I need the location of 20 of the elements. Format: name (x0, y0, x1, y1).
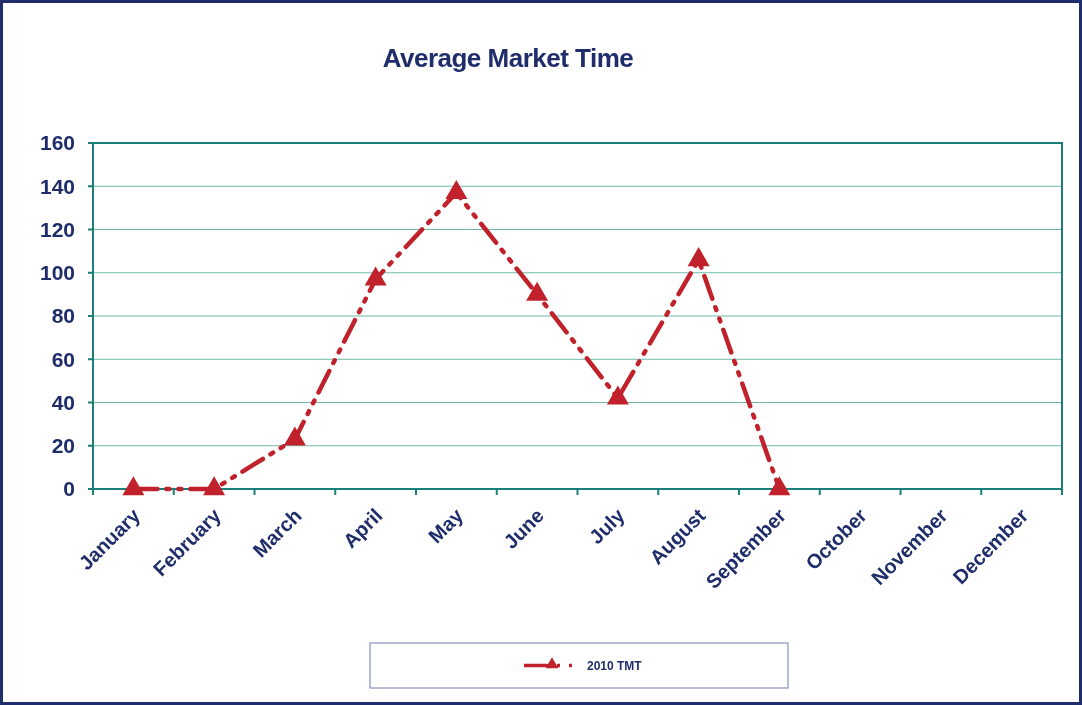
point (687, 247, 710, 267)
point (768, 476, 791, 496)
y-tick-label: 100 (39, 261, 75, 285)
y-tick-label: 160 (39, 131, 75, 155)
point (283, 426, 306, 446)
point (445, 180, 468, 200)
point (606, 385, 629, 405)
y-tick-label: 120 (39, 217, 75, 241)
point (364, 266, 387, 286)
y-tick-label: 80 (51, 304, 75, 328)
chart-title: Average Market Time (382, 43, 634, 73)
legend-label: 2010 TMT (587, 658, 643, 673)
point (203, 476, 226, 496)
y-tick-label: 40 (51, 390, 75, 414)
y-tick-label: 60 (51, 347, 75, 371)
point (526, 281, 549, 301)
point (122, 476, 145, 496)
y-tick-label: 140 (39, 174, 75, 198)
y-tick-label: 0 (63, 477, 75, 501)
y-tick-label: 20 (51, 434, 75, 458)
